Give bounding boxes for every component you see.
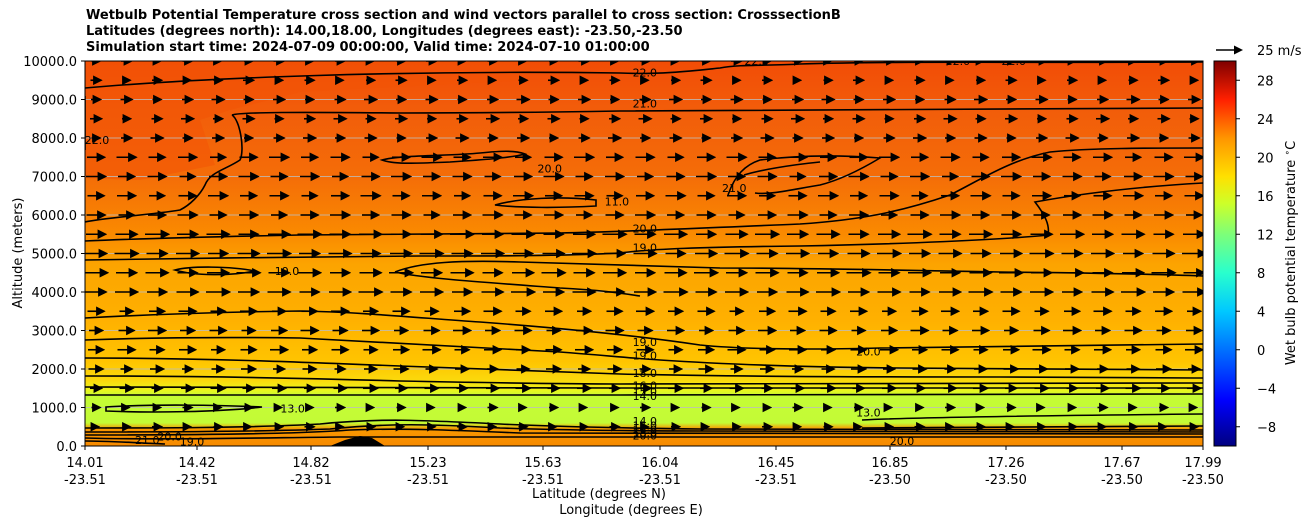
x-tick-lon: -23.51	[290, 473, 332, 488]
contour-label: 14.0	[633, 415, 658, 428]
contour-label: 20.0	[890, 435, 915, 448]
contour-label: 19.0	[633, 336, 658, 349]
contour-label: 22.0	[85, 134, 110, 147]
colorbar-tick-label: 24	[1257, 113, 1274, 128]
title-line-2: Latitudes (degrees north): 14.00,18.00, …	[86, 24, 683, 39]
y-tick-label: 6000.0	[32, 209, 78, 224]
contour-label: 13.0	[856, 406, 881, 419]
contour-label: 20.0	[633, 430, 658, 443]
contour-label: 18.0	[633, 426, 658, 439]
x-axis-label-lon: Longitude (degrees E)	[559, 503, 703, 518]
colorbar-tick-label: 16	[1257, 190, 1274, 205]
colorbar-label: Wet bulb potential temperature ∘C	[1283, 141, 1299, 365]
y-axis-label: Altitude (meters)	[11, 198, 26, 309]
x-tick-lat: 16.45	[757, 456, 794, 471]
contour-label: 22.0	[633, 66, 658, 79]
contour-label: 22.0	[744, 55, 769, 68]
title-line-1: Wetbulb Potential Temperature cross sect…	[86, 8, 841, 23]
x-tick-lon: -23.50	[869, 473, 911, 488]
x-tick-lat: 17.26	[987, 456, 1024, 471]
contour-label: 14.0	[633, 390, 658, 403]
wind-key-label: 25 m/s	[1257, 44, 1302, 59]
contour-label: 19.0	[180, 435, 205, 448]
chart-title: Wetbulb Potential Temperature cross sect…	[86, 8, 841, 56]
wind-vectors	[85, 61, 1203, 432]
y-tick-label: 2000.0	[32, 363, 78, 378]
x-tick-lat: 14.01	[66, 456, 103, 471]
x-tick-lat: 15.63	[524, 456, 561, 471]
colorbar-tick-label: −4	[1257, 382, 1276, 397]
contour-lines	[85, 61, 1203, 445]
contour-label: 20.0	[538, 163, 563, 176]
colorbar	[1213, 60, 1237, 447]
x-tick-lat: 15.23	[409, 456, 446, 471]
y-tick-label: 9000.0	[32, 94, 78, 109]
terrain	[300, 436, 385, 446]
contour-label: 20.0	[856, 346, 881, 359]
x-tick-lon: -23.51	[522, 473, 564, 488]
contour-label: 21.0	[722, 182, 747, 195]
colorbar-ticks: −8 −4 0 4 8 12 16 20 24 28	[1236, 74, 1276, 436]
y-tick-label: 1000.0	[32, 402, 78, 417]
x-tick-lat: 14.42	[178, 456, 215, 471]
y-tick-label: 4000.0	[32, 286, 78, 301]
plot-area: 22.021.022.0 22.0 22.022.020.021.011.020.0…	[85, 55, 1203, 448]
x-tick-lat: 16.04	[641, 456, 678, 471]
contour-label: 13.0	[280, 403, 305, 416]
x-axis-label-lat: Latitude (degrees N)	[532, 487, 666, 502]
colorbar-tick-label: 4	[1257, 305, 1265, 320]
x-axis-ticks: 14.01 -23.51 14.42 -23.51 14.82 -23.51 15.23 -2…	[64, 446, 1224, 488]
x-tick-lat: 14.82	[292, 456, 329, 471]
contour-label: 21.0	[135, 434, 160, 447]
contour-label: 19.0	[633, 349, 658, 362]
x-tick-lon: -23.51	[64, 473, 106, 488]
y-tick-label: 10000.0	[23, 55, 77, 70]
colorbar-tick-label: 20	[1257, 151, 1274, 166]
y-axis-ticks: 0.0 1000.0 2000.0 3000.0 4000.0 5000.0 6000.0 7…	[23, 55, 85, 455]
colorbar-tick-label: −8	[1257, 421, 1276, 436]
title-line-3: Simulation start time: 2024-07-09 00:00:…	[86, 40, 650, 55]
x-tick-lon: -23.51	[755, 473, 797, 488]
x-tick-lon: -23.51	[176, 473, 218, 488]
x-tick-lat: 16.85	[871, 456, 908, 471]
contour-label: 19.0	[275, 265, 300, 278]
y-tick-label: 3000.0	[32, 325, 78, 340]
colorbar-tick-label: 12	[1257, 228, 1274, 243]
warm-patch	[85, 61, 530, 180]
x-tick-lon: -23.50	[985, 473, 1027, 488]
x-tick-lon: -23.51	[407, 473, 449, 488]
colorbar-tick-label: 28	[1257, 74, 1274, 89]
x-tick-lon: -23.50	[1182, 473, 1224, 488]
contour-label: 22.0	[946, 55, 971, 68]
y-tick-label: 7000.0	[32, 171, 78, 186]
contour-label: 20.0	[157, 430, 182, 443]
x-tick-lat: 17.99	[1184, 456, 1221, 471]
y-tick-label: 8000.0	[32, 132, 78, 147]
y-tick-label: 5000.0	[32, 248, 78, 263]
colorbar-tick-label: 8	[1257, 267, 1265, 282]
x-tick-lon: -23.50	[1101, 473, 1143, 488]
x-tick-lon: -23.51	[639, 473, 681, 488]
y-tick-label: 0.0	[56, 440, 77, 455]
x-tick-lat: 17.67	[1103, 456, 1140, 471]
contour-label: 11.0	[605, 195, 630, 208]
colorbar-tick-label: 0	[1257, 344, 1265, 359]
